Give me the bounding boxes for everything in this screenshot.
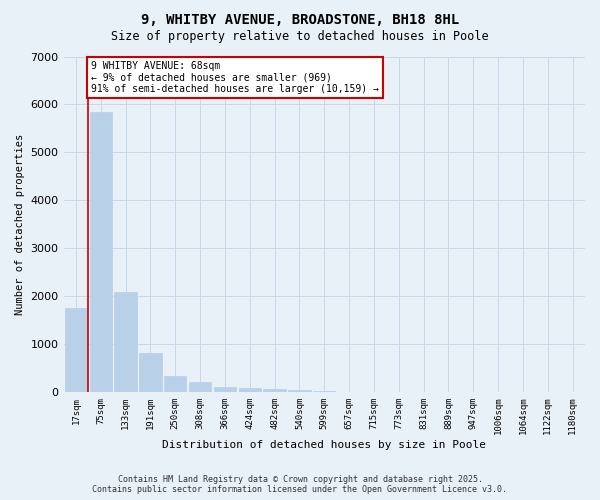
Bar [115,292,137,392]
Bar [139,352,161,392]
Bar [89,112,112,392]
Bar [189,382,211,392]
Text: 9 WHITBY AVENUE: 68sqm
← 9% of detached houses are smaller (969)
91% of semi-det: 9 WHITBY AVENUE: 68sqm ← 9% of detached … [91,62,379,94]
Bar [164,376,187,392]
Text: 9, WHITBY AVENUE, BROADSTONE, BH18 8HL: 9, WHITBY AVENUE, BROADSTONE, BH18 8HL [141,12,459,26]
Text: Size of property relative to detached houses in Poole: Size of property relative to detached ho… [111,30,489,43]
Y-axis label: Number of detached properties: Number of detached properties [15,134,25,315]
Bar [214,386,236,392]
X-axis label: Distribution of detached houses by size in Poole: Distribution of detached houses by size … [162,440,486,450]
Bar [263,389,286,392]
Bar [239,388,261,392]
Text: Contains HM Land Registry data © Crown copyright and database right 2025.
Contai: Contains HM Land Registry data © Crown c… [92,474,508,494]
Bar [65,308,87,392]
Bar [288,390,311,392]
